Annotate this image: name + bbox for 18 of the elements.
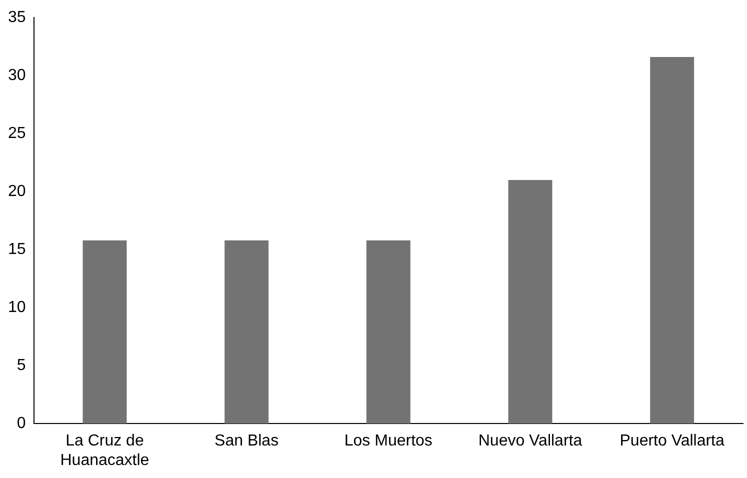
y-tick-label: 5 [16,357,26,374]
x-tick-label: Nuevo Vallarta [478,432,582,450]
y-tick-label: 35 [8,9,26,26]
bar [366,240,410,424]
x-tick-label: Los Muertos [344,432,432,450]
y-tick-label: 30 [8,67,26,84]
x-tick-label: San Blas [214,432,279,450]
y-tick-label: 0 [16,415,26,432]
y-tick-label: 15 [8,241,26,258]
x-tick-label: Puerto Vallarta [620,432,724,450]
y-tick-label: 10 [8,299,26,316]
bar [82,240,127,424]
y-tick-label: 20 [8,183,26,200]
bar [650,57,694,424]
y-tick-label: 25 [8,125,26,142]
bar [224,240,269,424]
bar [508,180,552,424]
x-tick-label: La Cruz de Huanacaxtle [60,432,150,469]
